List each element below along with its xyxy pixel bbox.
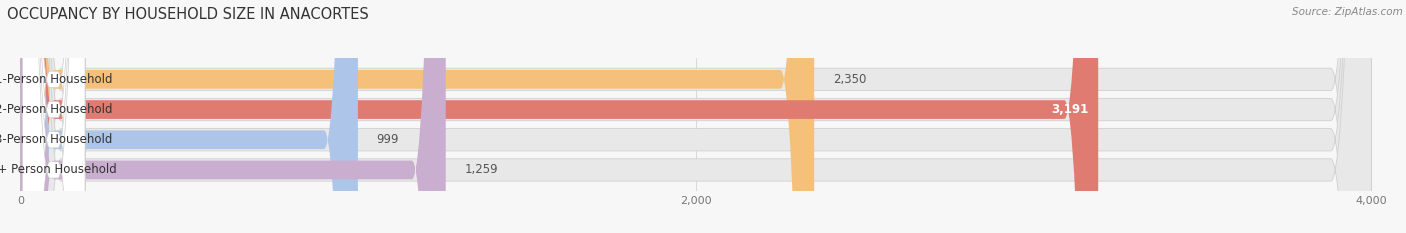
FancyBboxPatch shape bbox=[21, 0, 1098, 233]
Text: OCCUPANCY BY HOUSEHOLD SIZE IN ANACORTES: OCCUPANCY BY HOUSEHOLD SIZE IN ANACORTES bbox=[7, 7, 368, 22]
FancyBboxPatch shape bbox=[21, 0, 1371, 233]
FancyBboxPatch shape bbox=[21, 0, 1371, 233]
Text: 2,350: 2,350 bbox=[832, 73, 866, 86]
Text: 999: 999 bbox=[377, 133, 399, 146]
FancyBboxPatch shape bbox=[22, 0, 84, 233]
Text: 3-Person Household: 3-Person Household bbox=[0, 133, 112, 146]
Text: Source: ZipAtlas.com: Source: ZipAtlas.com bbox=[1292, 7, 1403, 17]
Text: 4+ Person Household: 4+ Person Household bbox=[0, 163, 117, 176]
FancyBboxPatch shape bbox=[21, 0, 1371, 233]
Text: 2-Person Household: 2-Person Household bbox=[0, 103, 112, 116]
FancyBboxPatch shape bbox=[21, 0, 814, 233]
FancyBboxPatch shape bbox=[22, 0, 84, 233]
FancyBboxPatch shape bbox=[21, 0, 1371, 233]
FancyBboxPatch shape bbox=[22, 0, 84, 233]
Text: 1-Person Household: 1-Person Household bbox=[0, 73, 112, 86]
Text: 3,191: 3,191 bbox=[1050, 103, 1088, 116]
FancyBboxPatch shape bbox=[21, 0, 359, 233]
FancyBboxPatch shape bbox=[22, 0, 84, 233]
Text: 1,259: 1,259 bbox=[464, 163, 498, 176]
FancyBboxPatch shape bbox=[21, 0, 446, 233]
